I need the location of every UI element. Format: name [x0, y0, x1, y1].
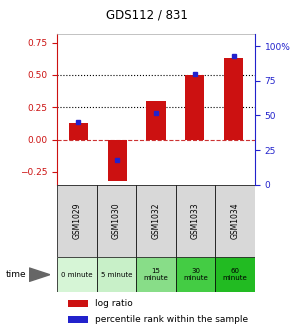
- Polygon shape: [29, 268, 50, 282]
- Text: 15
minute: 15 minute: [144, 268, 168, 281]
- Bar: [68, 317, 88, 323]
- Text: time: time: [6, 270, 26, 279]
- Bar: [185, 75, 205, 139]
- Text: 5 minute: 5 minute: [101, 272, 132, 278]
- Text: GSM1033: GSM1033: [191, 203, 200, 239]
- Bar: [108, 139, 127, 181]
- Text: GSM1034: GSM1034: [231, 203, 240, 239]
- Bar: [176, 257, 215, 292]
- Bar: [57, 257, 97, 292]
- Bar: [215, 185, 255, 257]
- Text: GSM1030: GSM1030: [112, 203, 121, 239]
- Text: 0 minute: 0 minute: [61, 272, 93, 278]
- Bar: [215, 257, 255, 292]
- Text: 30
minute: 30 minute: [183, 268, 208, 281]
- Bar: [176, 185, 215, 257]
- Bar: [97, 257, 136, 292]
- Bar: [69, 123, 88, 139]
- Text: GDS112 / 831: GDS112 / 831: [105, 9, 188, 22]
- Bar: [97, 185, 136, 257]
- Bar: [224, 58, 243, 139]
- Text: GSM1029: GSM1029: [72, 203, 81, 239]
- Bar: [68, 300, 88, 306]
- Bar: [136, 185, 176, 257]
- Text: log ratio: log ratio: [95, 299, 132, 308]
- Bar: [57, 185, 97, 257]
- Text: GSM1032: GSM1032: [151, 203, 161, 239]
- Bar: [136, 257, 176, 292]
- Bar: [146, 101, 166, 139]
- Text: 60
minute: 60 minute: [223, 268, 248, 281]
- Text: percentile rank within the sample: percentile rank within the sample: [95, 316, 248, 325]
